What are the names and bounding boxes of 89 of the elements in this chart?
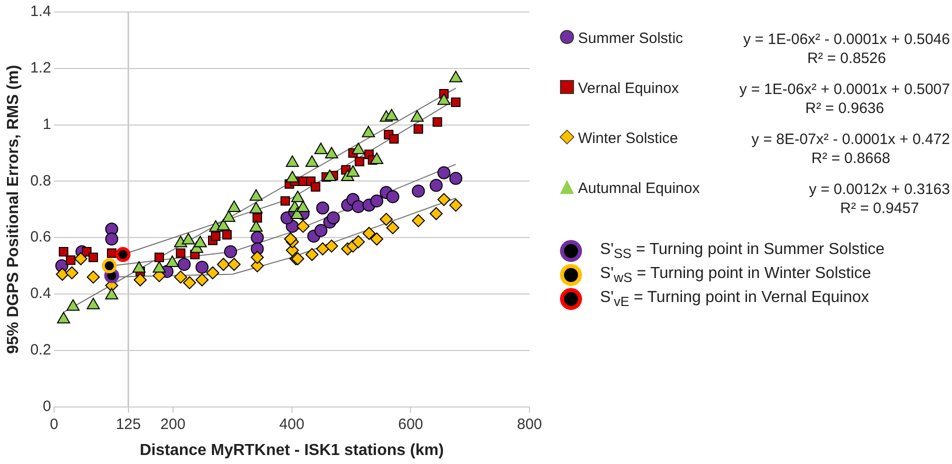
legend-label: S'$_{wS}$ = Turning point in Winter Solstice (600, 264, 872, 286)
y-tick-label: 0.6 (30, 228, 52, 246)
y-tick-label: 0 (42, 398, 52, 415)
point (296, 220, 310, 233)
point (314, 224, 328, 238)
point (389, 134, 399, 144)
point (451, 98, 461, 107)
y-tick-label: 0.8 (30, 172, 52, 190)
point (134, 273, 147, 286)
point (449, 172, 462, 185)
y-tick-label: 0.2 (30, 342, 52, 359)
point (354, 156, 364, 166)
point (106, 248, 116, 258)
y-tick-label: 0.4 (30, 285, 52, 302)
point (386, 190, 400, 204)
point (316, 201, 330, 214)
text: y = 8E-07x² - 0.0001x + 0.472 (752, 130, 950, 149)
legend-label: Winter Solstice (578, 130, 678, 147)
point (56, 268, 69, 281)
point (183, 276, 196, 290)
point (305, 248, 318, 262)
legend-label: Vernal Equinox (578, 80, 679, 97)
point (362, 226, 376, 240)
point (252, 213, 262, 223)
text: y = 1E-06x² + 0.0001x + 0.5007 (739, 80, 950, 99)
legend-label: S'$_{SS}$ = Turning point in Summer Solstice (600, 240, 885, 262)
legend-label: Autumnal Equinox (578, 180, 700, 197)
point (430, 178, 443, 192)
point (115, 247, 130, 262)
point (412, 184, 425, 198)
point (216, 258, 230, 271)
x-tick-label: 125 (116, 416, 141, 433)
point (316, 242, 330, 256)
point (65, 266, 78, 280)
point (224, 245, 238, 258)
point (176, 248, 186, 258)
legend-label: Summer Solstic (578, 30, 684, 47)
point (386, 221, 400, 234)
point (250, 250, 264, 264)
point (414, 124, 424, 134)
point (58, 246, 68, 256)
point (222, 230, 232, 240)
point (196, 273, 209, 286)
point (326, 211, 340, 224)
point (105, 232, 118, 246)
point (352, 200, 365, 214)
point (86, 270, 100, 284)
point (102, 258, 117, 274)
point (437, 166, 450, 180)
point (74, 252, 88, 266)
point (437, 193, 450, 206)
point (250, 231, 264, 244)
y-tick-label: 1.2 (30, 60, 52, 77)
point (66, 255, 76, 265)
text: R² = 0.8526 (806, 49, 887, 68)
point (88, 252, 98, 262)
point (284, 232, 298, 246)
point (432, 117, 442, 127)
y-axis-title: 95% DGPS Positional Errors, RMS (m) (5, 64, 22, 354)
text: R² = 0.8668 (810, 149, 892, 168)
point (370, 194, 384, 208)
point (380, 212, 393, 226)
point (412, 214, 425, 228)
x-tick-label: 400 (279, 416, 304, 433)
point (310, 182, 320, 192)
x-tick-label: 600 (398, 416, 424, 433)
point (174, 270, 188, 284)
point (206, 266, 220, 280)
point (430, 207, 443, 220)
point (178, 258, 191, 271)
point (280, 196, 290, 206)
x-tick-label: 800 (516, 416, 542, 433)
point (325, 240, 338, 253)
legend-label: S'$_{vE}$ = Turning point in Vernal Equinox (600, 288, 870, 310)
point (154, 252, 164, 262)
text: y = 0.0012x + 0.3163 (809, 180, 950, 199)
point (370, 232, 384, 246)
x-axis-title: Distance MyRTKnet - ISK1 stations (km) (140, 442, 444, 459)
y-tick-label: 1 (42, 116, 52, 133)
text: y = 1E-06x² - 0.0001x + 0.5046 (743, 30, 950, 49)
text: R² = 0.9636 (804, 99, 886, 118)
y-tick-label: 1.4 (30, 3, 52, 20)
point (449, 198, 462, 212)
text: R² = 0.9457 (839, 199, 920, 218)
point (196, 260, 209, 274)
point (352, 235, 365, 248)
point (210, 231, 220, 241)
x-tick-label: 200 (160, 416, 186, 433)
point (228, 258, 241, 271)
